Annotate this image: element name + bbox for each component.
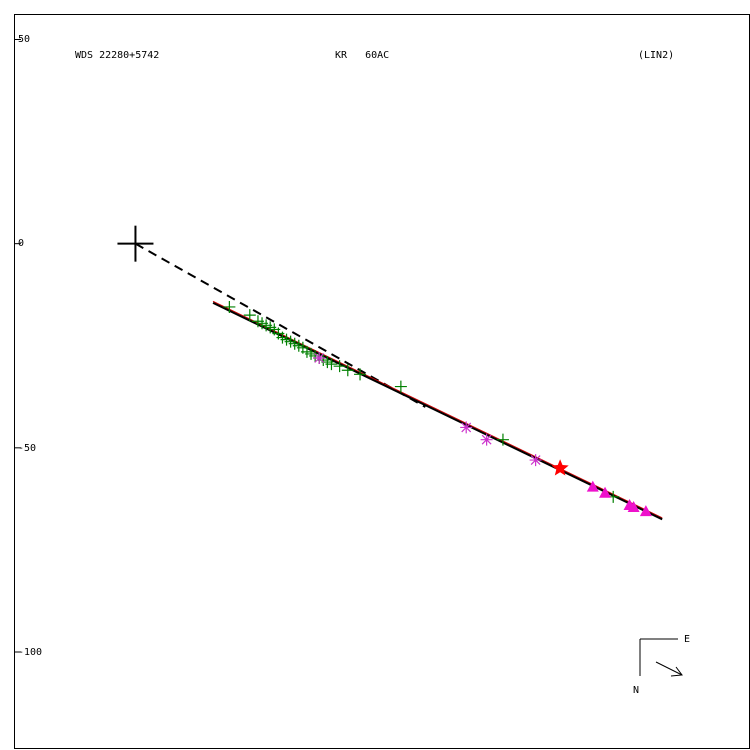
plus-point: [333, 360, 346, 373]
compass-north-label: N: [633, 685, 639, 696]
plus-point: [223, 300, 236, 313]
y-tick-label: -100: [18, 647, 42, 658]
y-tick-label: 0: [18, 238, 24, 249]
y-tick-label: -50: [18, 443, 36, 454]
plus-point: [354, 368, 367, 381]
asterisk-point: [529, 454, 542, 467]
triangle-point: [586, 480, 599, 492]
header-center: KR 60AC: [335, 50, 389, 61]
fit-line: [212, 301, 663, 521]
triangle-point: [627, 501, 640, 513]
asterisk-point: [313, 352, 326, 364]
asterisk-point: [460, 421, 473, 434]
triangle-point: [599, 486, 612, 498]
compass: E N: [633, 634, 690, 696]
plot-frame: [14, 14, 750, 749]
asterisk-point: [480, 433, 493, 446]
compass-east-label: E: [684, 634, 690, 645]
plus-point: [341, 364, 354, 377]
plus-point: [394, 380, 407, 393]
data-marks: [15, 39, 663, 653]
dashed-line: [134, 242, 426, 408]
plus-point: [325, 358, 338, 371]
plus-point: [496, 433, 509, 446]
motion-arrowhead: [670, 666, 683, 677]
header-left: WDS 22280+5742: [75, 50, 159, 61]
motion-arrow: [655, 661, 683, 676]
triangle-point: [639, 505, 652, 517]
star-point: [551, 459, 569, 476]
y-tick-label: 50: [18, 34, 30, 45]
plus-point: [243, 309, 256, 322]
header-right: (LIN2): [638, 50, 674, 61]
